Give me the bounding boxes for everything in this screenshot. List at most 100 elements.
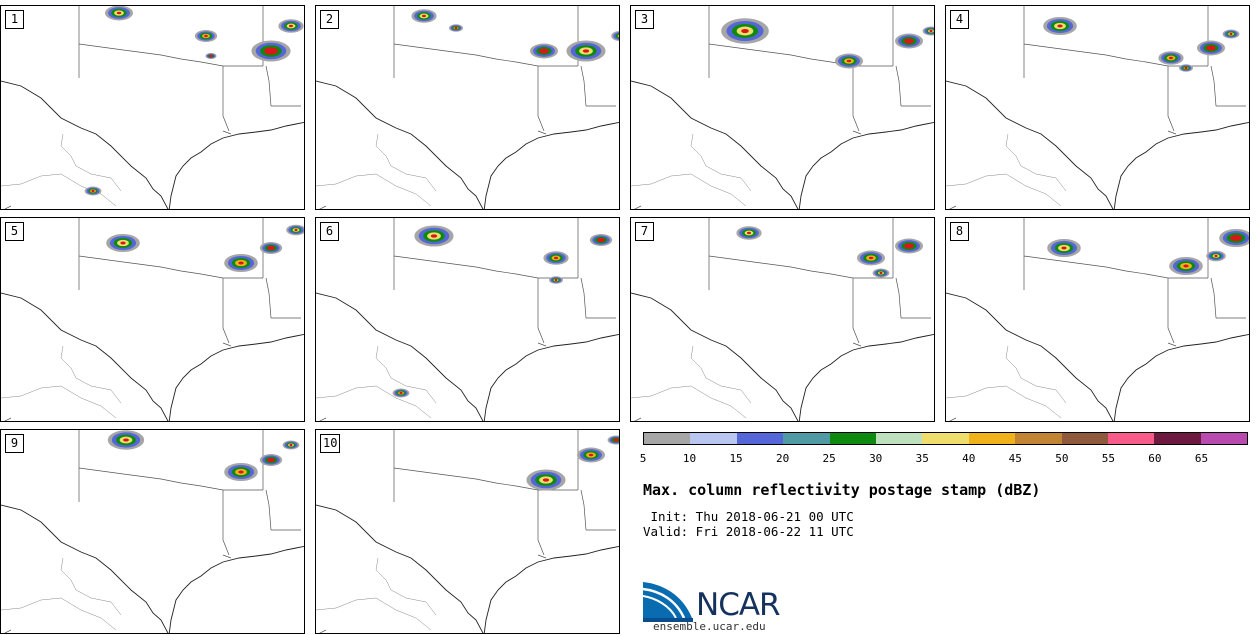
country-border — [631, 345, 752, 419]
ensemble-member-panel-7: 7 — [630, 217, 935, 422]
map-base — [631, 218, 934, 421]
reflectivity-cell — [1168, 56, 1174, 60]
init-time: Init: Thu 2018-06-21 00 UTC — [643, 509, 854, 524]
ensemble-member-panel-2: 2 — [315, 5, 620, 210]
reflectivity-cell — [430, 234, 438, 238]
ensemble-member-panel-9: 9 — [0, 429, 305, 634]
map-base — [1, 218, 304, 421]
state-borders — [4, 430, 301, 633]
coastline — [1, 504, 304, 633]
country-border — [1, 557, 122, 631]
reflectivity-cell — [879, 271, 883, 275]
member-number: 8 — [950, 222, 969, 241]
state-borders — [634, 6, 931, 209]
member-number: 1 — [5, 10, 24, 29]
reflectivity-cell — [288, 24, 294, 28]
reflectivity-cell — [294, 228, 298, 232]
reflectivity-cell — [123, 438, 129, 442]
reflectivity-cell — [588, 453, 594, 457]
reflectivity-cell — [116, 11, 122, 15]
reflectivity-cell — [1061, 246, 1067, 250]
member-number: 9 — [5, 434, 24, 453]
coastline — [946, 80, 1249, 209]
reflectivity-cell — [91, 189, 95, 193]
reflectivity-colorbar — [643, 432, 1248, 445]
chart-title: Max. column reflectivity postage stamp (… — [643, 481, 1041, 499]
reflectivity-cell — [454, 26, 458, 30]
map-base — [316, 6, 620, 209]
map-base — [1, 6, 304, 209]
country-border — [1, 133, 122, 207]
coastline — [631, 80, 934, 209]
member-number: 7 — [635, 222, 654, 241]
reflectivity-cell — [1214, 254, 1218, 258]
state-borders — [319, 430, 616, 633]
reflectivity-cell — [582, 49, 590, 53]
coastline — [1, 292, 304, 421]
country-border — [316, 133, 437, 207]
member-number: 6 — [320, 222, 339, 241]
colorbar-swatch — [690, 433, 737, 444]
country-border — [1, 345, 122, 419]
reflectivity-cell — [906, 39, 912, 43]
colorbar-swatch — [875, 433, 923, 444]
state-borders — [319, 218, 616, 421]
site-url: ensemble.ucar.edu — [653, 620, 766, 633]
coastline — [946, 292, 1249, 421]
reflectivity-cell — [929, 29, 933, 33]
coastline — [316, 504, 619, 633]
reflectivity-cell — [1229, 32, 1233, 36]
ensemble-member-panel-5: 5 — [0, 217, 305, 422]
colorbar-tick-label: 15 — [729, 452, 743, 465]
colorbar-swatch — [1015, 433, 1062, 444]
ncar-logo-icon — [642, 582, 693, 622]
ensemble-member-panel-10: 10 — [315, 429, 620, 634]
map-base — [316, 218, 619, 421]
colorbar-tick-label: 65 — [1194, 452, 1209, 465]
reflectivity-cell — [209, 54, 213, 58]
reflectivity-cell — [846, 59, 852, 63]
reflectivity-cell — [238, 470, 244, 474]
reflectivity-cell — [1184, 66, 1188, 70]
member-number: 10 — [320, 434, 341, 453]
reflectivity-cell — [746, 231, 752, 235]
ncar-logo-text: NCAR — [696, 587, 781, 623]
reflectivity-cell — [1057, 24, 1063, 28]
colorbar-tick-label: 45 — [1008, 452, 1022, 465]
colorbar-tick-label: 20 — [775, 452, 790, 465]
ensemble-member-panel-4: 4 — [945, 5, 1250, 210]
colorbar-swatch — [1154, 433, 1201, 444]
map-base — [1, 430, 304, 633]
country-border — [316, 345, 437, 419]
reflectivity-cell — [267, 49, 275, 53]
ensemble-member-panel-8: 8 — [945, 217, 1250, 422]
colorbar-swatch — [783, 433, 830, 444]
reflectivity-cell — [542, 478, 550, 482]
ensemble-member-panel-1: 1 — [0, 5, 305, 210]
reflectivity-cell — [269, 246, 273, 250]
colorbar-tick-label: 25 — [822, 452, 836, 465]
country-border — [631, 133, 752, 207]
reflectivity-cell — [615, 33, 619, 39]
colorbar-swatch — [829, 433, 876, 444]
state-borders — [4, 6, 301, 209]
colorbar-tick-label: 60 — [1148, 452, 1162, 465]
reflectivity-cell — [1233, 236, 1239, 240]
reflectivity-cell — [554, 278, 558, 282]
member-number: 5 — [5, 222, 24, 241]
reflectivity-cell — [1183, 264, 1189, 268]
reflectivity-cell — [421, 14, 427, 18]
colorbar-swatch — [1200, 433, 1248, 444]
map-base — [631, 6, 934, 209]
reflectivity-cell — [541, 49, 547, 53]
reflectivity-cell — [599, 238, 603, 242]
reflectivity-cell — [906, 244, 912, 248]
member-number: 4 — [950, 10, 969, 29]
colorbar-tick-label: 30 — [869, 452, 883, 465]
reflectivity-cell — [619, 35, 620, 37]
colorbar-tick-label: 55 — [1101, 452, 1115, 465]
ensemble-member-panel-6: 6 — [315, 217, 620, 422]
colorbar-swatch — [736, 433, 784, 444]
state-borders — [949, 6, 1246, 209]
member-number: 2 — [320, 10, 339, 29]
